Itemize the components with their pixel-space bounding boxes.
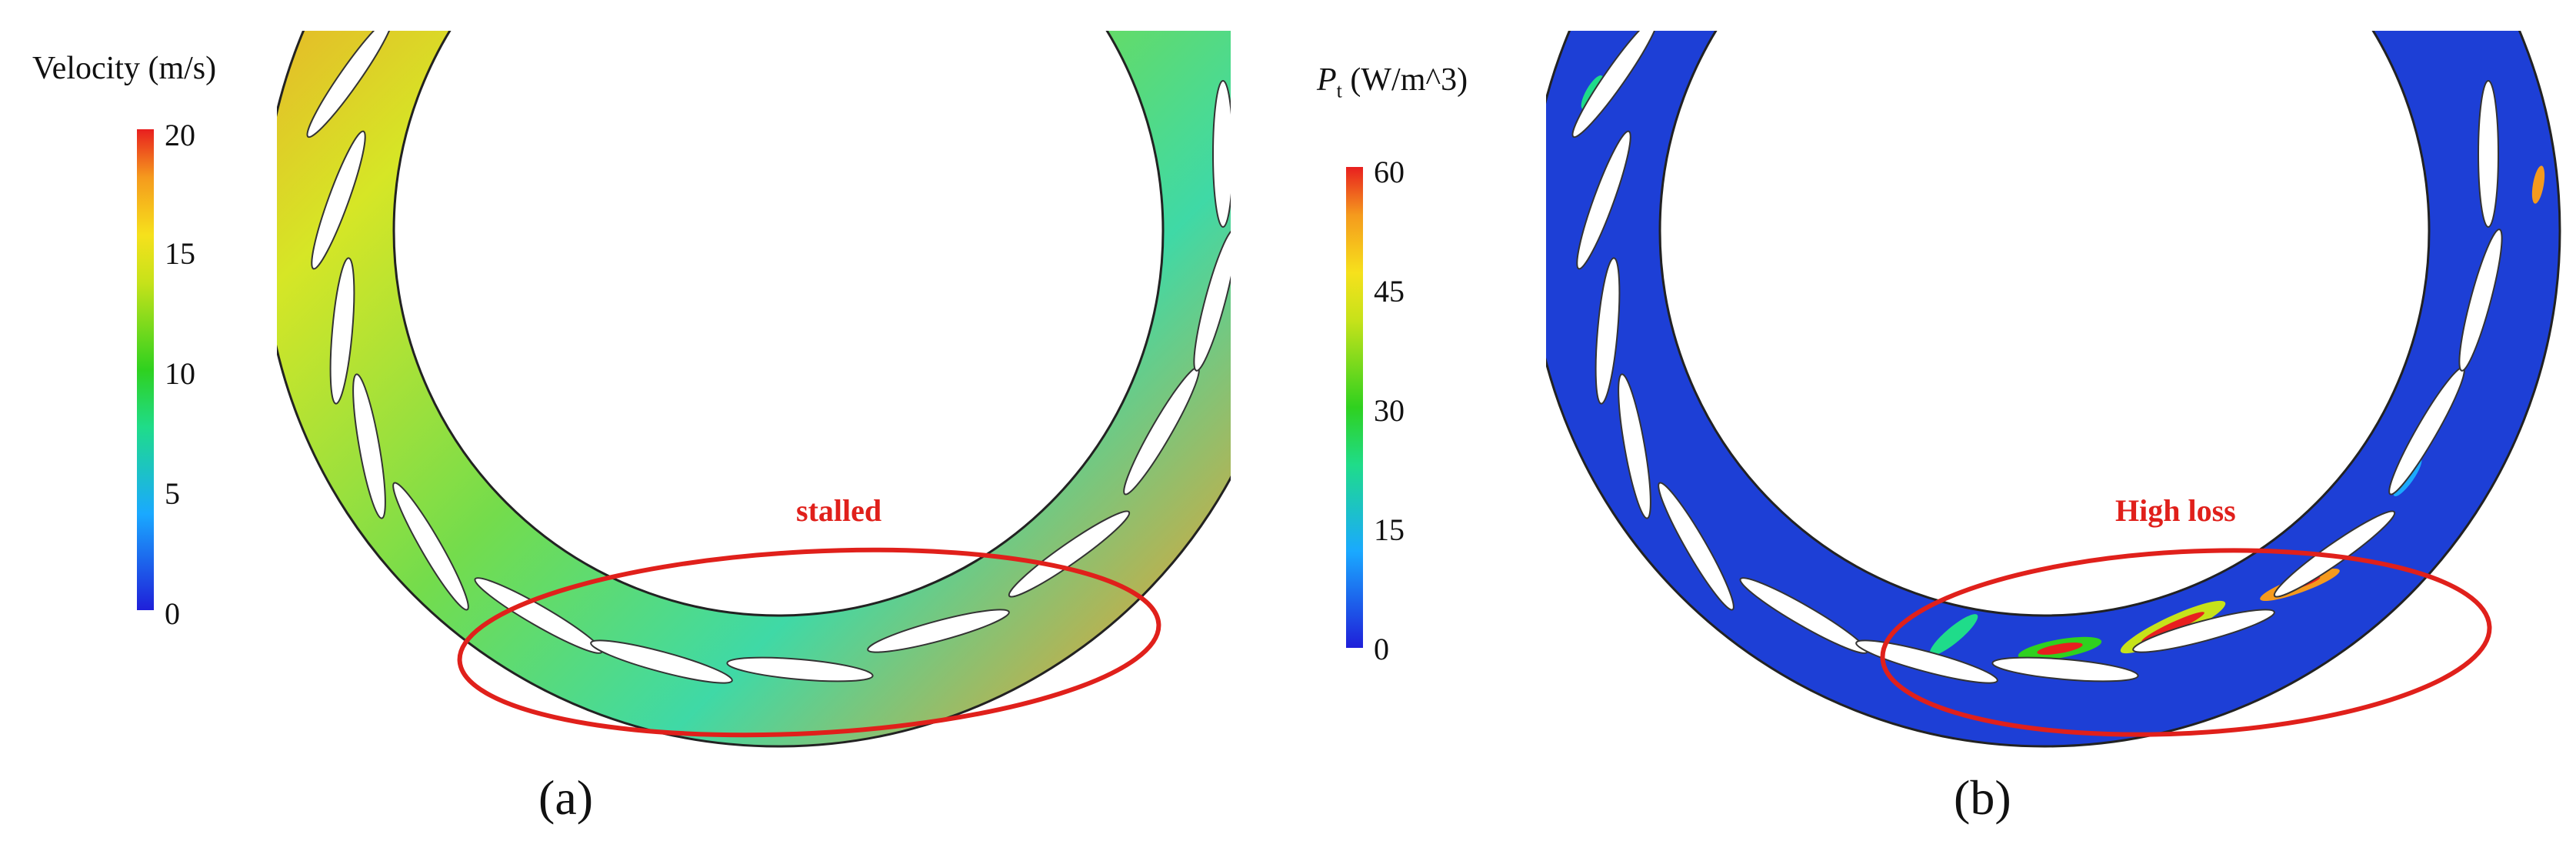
pressure-tick: 30 [1374, 393, 1405, 428]
annular-cascade-a [277, 31, 1231, 748]
velocity-colorbar-title: Velocity (m/s) [32, 51, 217, 86]
stalled-region-ellipse [457, 547, 1161, 738]
pressure-symbol: P [1317, 62, 1337, 98]
velocity-tick: 15 [165, 236, 195, 271]
velocity-tick: 5 [165, 476, 180, 511]
velocity-field-plot [0, 0, 1231, 861]
velocity-tick: 20 [165, 118, 195, 152]
panel-a: Velocity (m/s) 20 15 10 5 0 stalled (a) [0, 0, 1231, 861]
blade-row-b [1571, 31, 2503, 684]
pressure-tick: 0 [1374, 632, 1389, 666]
stalled-label: stalled [796, 493, 882, 528]
panel-a-label: (a) [538, 770, 594, 825]
high-loss-label: High loss [2115, 493, 2236, 528]
pressure-unit: (W/m^3) [1341, 62, 1468, 98]
pressure-tick: 45 [1374, 274, 1405, 309]
velocity-tick: 10 [165, 356, 195, 391]
annular-cascade-b [1546, 31, 2561, 748]
high-loss-region-ellipse [1880, 548, 2492, 737]
pressure-loss-field-plot [1346, 31, 2561, 748]
pressure-tick: 15 [1374, 512, 1405, 547]
pressure-colorbar [1346, 167, 1363, 648]
velocity-colorbar [137, 129, 154, 610]
velocity-tick: 0 [165, 596, 180, 631]
panel-b-label: (b) [1954, 770, 2011, 825]
pressure-subscript: t [1336, 79, 1342, 102]
pressure-tick: 60 [1374, 155, 1405, 189]
panel-b: Pt (W/m^3) 60 45 30 15 0 High loss (b) [1231, 0, 2576, 861]
pressure-colorbar-title: Pt (W/m^3) [1317, 62, 1468, 102]
blade-row-a [306, 31, 1231, 684]
